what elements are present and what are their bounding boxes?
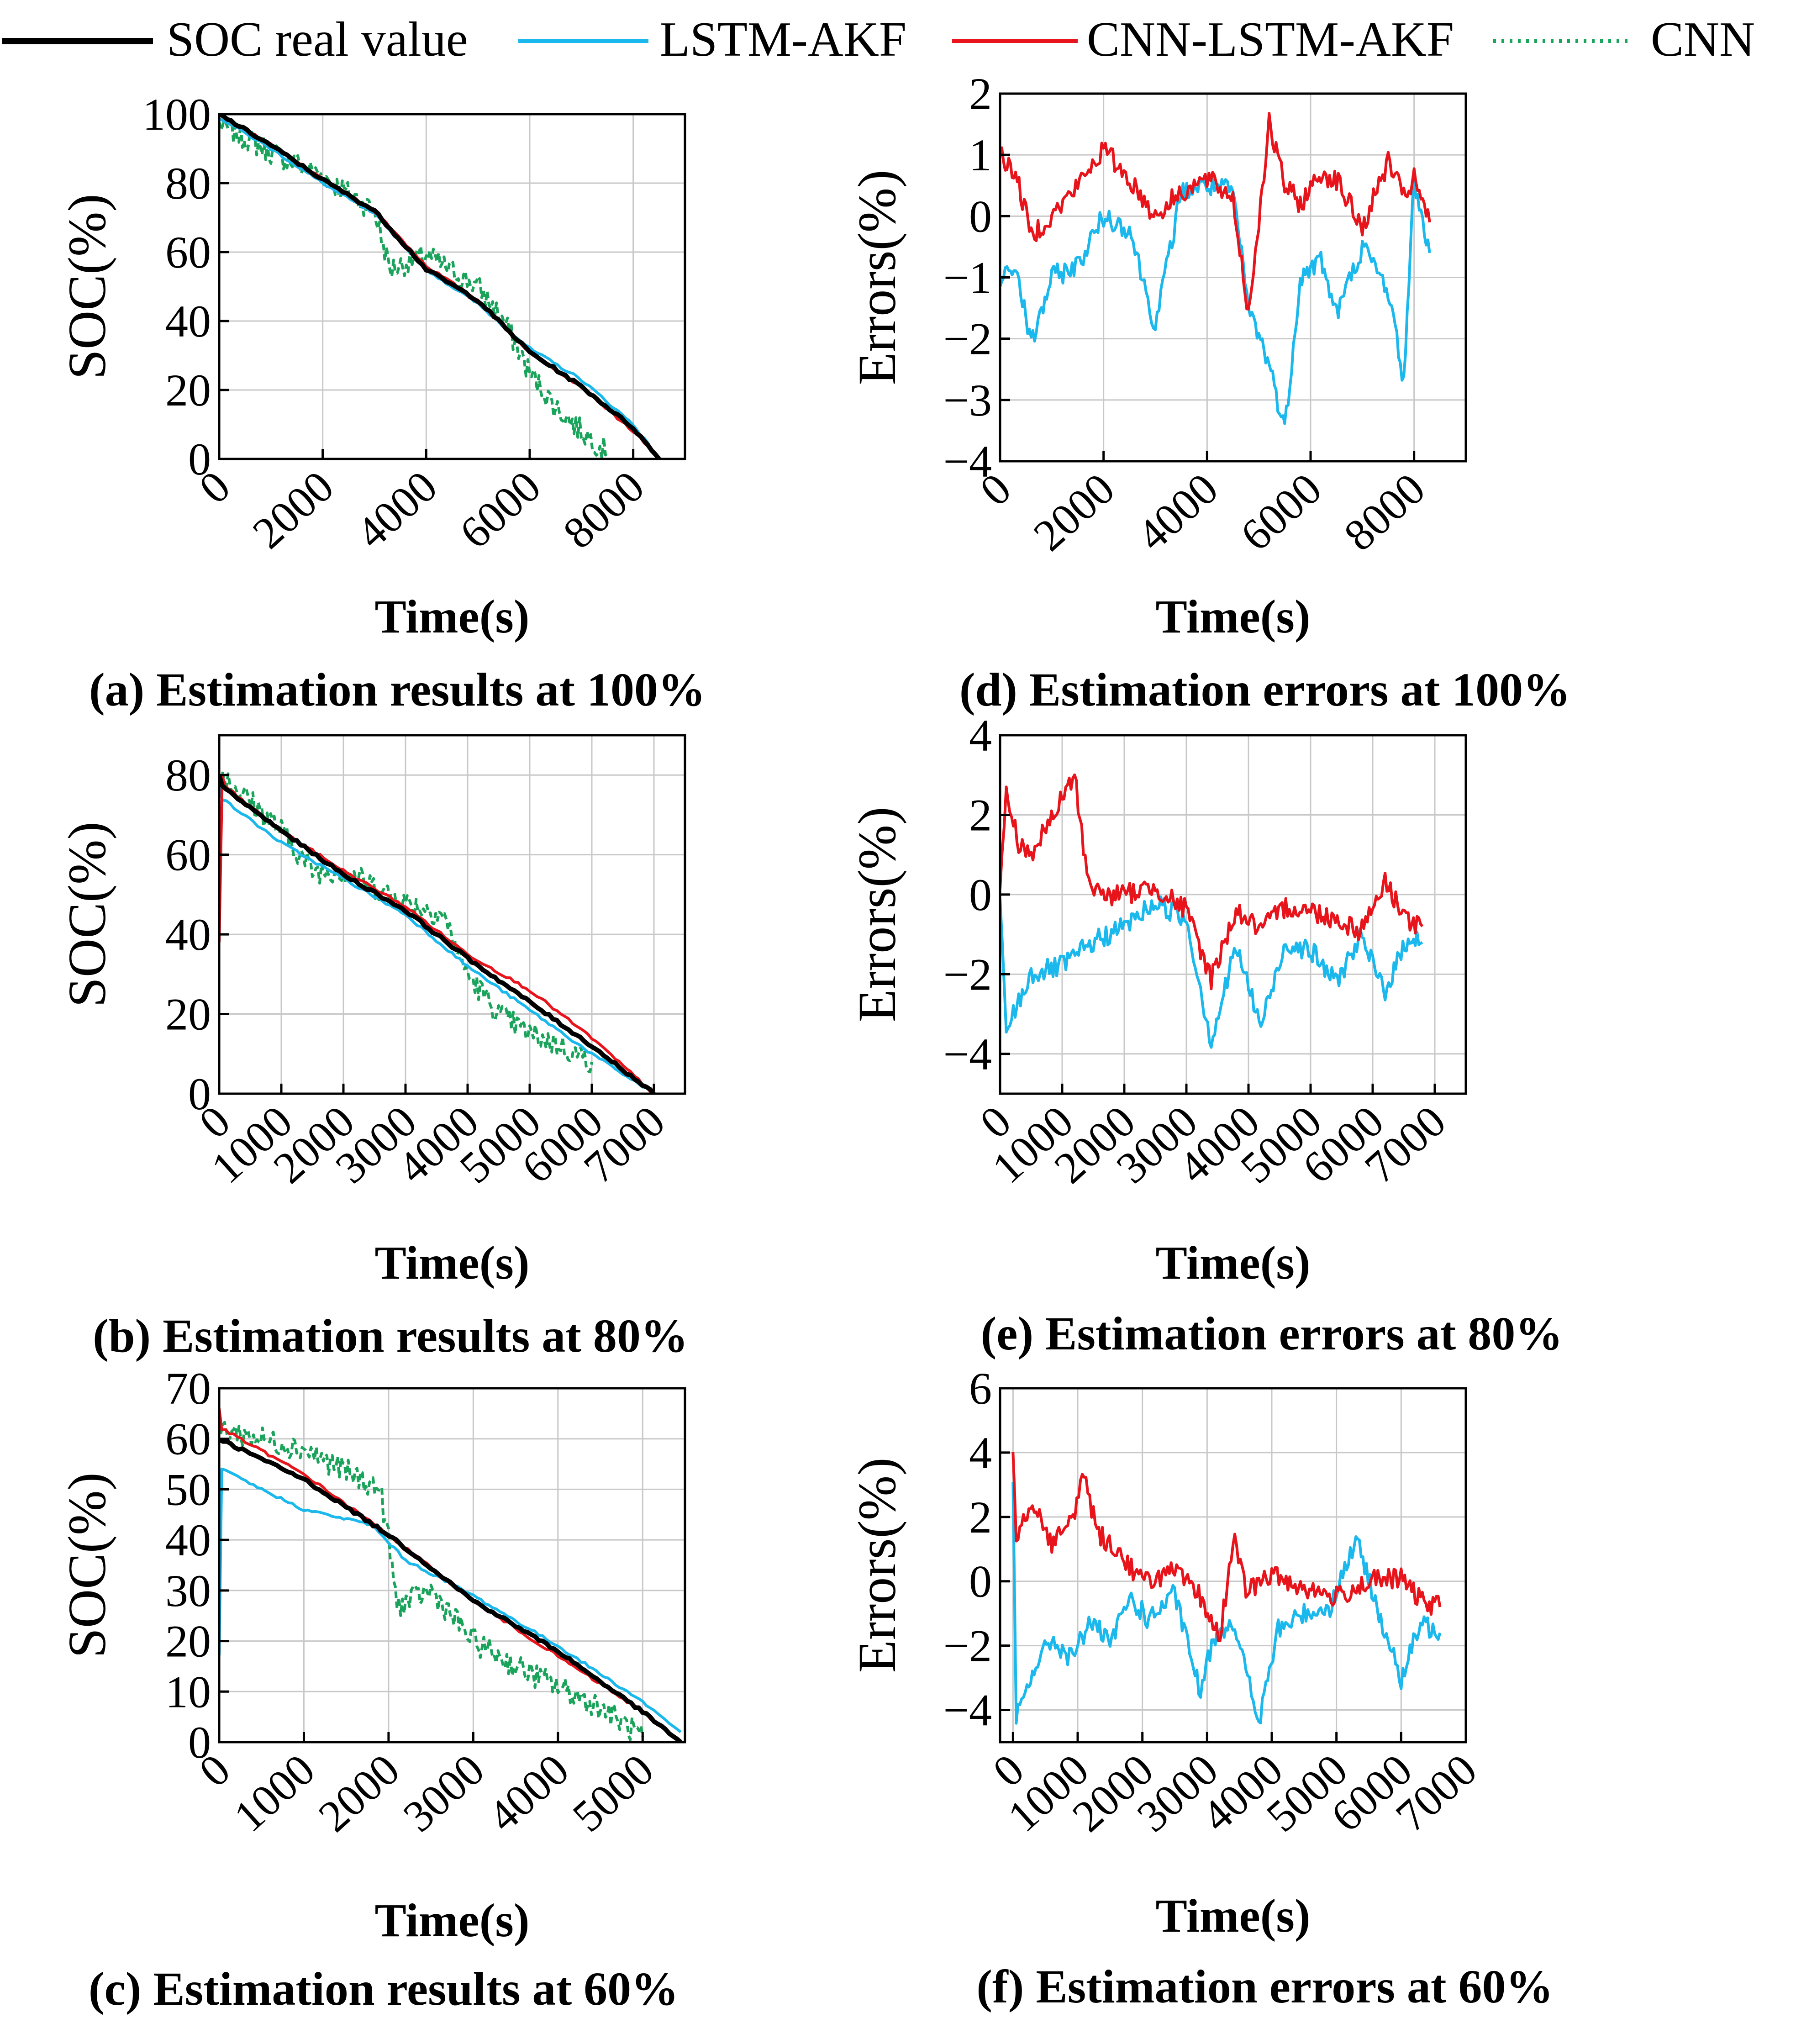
- y-tick-label: 30: [165, 1565, 211, 1616]
- y-tick-label: −4: [943, 1029, 992, 1080]
- plot-frame: [218, 734, 686, 1095]
- series-line-lstm-akf: [219, 783, 655, 1094]
- y-tick-label: 60: [165, 227, 211, 278]
- plot-frame: [999, 734, 1467, 1095]
- x-axis-label: Time(s): [1156, 1237, 1311, 1289]
- y-tick-label: 40: [165, 296, 211, 347]
- x-axis-label: Time(s): [375, 590, 530, 643]
- x-axis-label: Time(s): [375, 1894, 530, 1947]
- legend-label-soc-real: SOC real value: [167, 12, 468, 67]
- y-tick-label: 0: [188, 1069, 211, 1119]
- y-tick-label: −1: [943, 253, 992, 303]
- x-axis-label: Time(s): [375, 1237, 530, 1289]
- panel-a-caption: (a) Estimation results at 100%: [89, 664, 706, 716]
- y-axis-label: Errors(%): [847, 1458, 907, 1673]
- y-tick-label: −4: [943, 1685, 992, 1736]
- series-line-lstm-akf: [1000, 895, 1423, 1049]
- x-axis-label: Time(s): [1156, 1890, 1311, 1942]
- y-tick-label: 70: [165, 1363, 211, 1414]
- y-tick-label: 2: [969, 790, 992, 840]
- y-axis-label: Errors(%): [847, 807, 907, 1022]
- y-tick-label: −2: [943, 1621, 992, 1671]
- series-line-cnn: [219, 114, 609, 459]
- y-tick-label: 20: [165, 1616, 211, 1667]
- y-tick-label: 80: [165, 158, 211, 209]
- y-axis-label: Errors(%): [847, 170, 907, 385]
- legend: SOC real value LSTM-AKF CNN-LSTM-AKF CNN: [2, 12, 1755, 67]
- y-tick-label: 60: [165, 1414, 211, 1465]
- series-line-soc-real-value: [219, 114, 661, 459]
- y-tick-label: 4: [969, 1428, 992, 1478]
- legend-label-lstm-akf: LSTM-AKF: [660, 12, 906, 67]
- y-tick-label: 0: [969, 869, 992, 920]
- y-tick-label: 0: [188, 1717, 211, 1768]
- series-line-cnn-lstm-akf: [1011, 1452, 1442, 1643]
- y-tick-label: 50: [165, 1464, 211, 1515]
- series-line-cnn-lstm-akf: [1000, 773, 1424, 990]
- y-axis-label: SOC(%): [57, 822, 117, 1007]
- panel-b-caption: (b) Estimation results at 80%: [93, 1310, 688, 1362]
- y-axis-label: SOC(%): [57, 194, 117, 379]
- y-tick-label: 6: [969, 1363, 992, 1414]
- legend-label-cnn: CNN: [1651, 12, 1755, 67]
- panel-e-caption: (e) Estimation errors at 80%: [981, 1307, 1563, 1360]
- series-line-cnn: [219, 771, 593, 1074]
- series-line-cnn-lstm-akf: [1000, 112, 1431, 311]
- legend-item-cnn: CNN: [1493, 12, 1755, 67]
- plot-frame: [218, 113, 686, 460]
- y-tick-label: 20: [165, 365, 211, 416]
- y-tick-label: −2: [943, 949, 992, 1000]
- series-line-lstm-akf: [1000, 169, 1431, 425]
- legend-label-cnn-lstm-akf: CNN-LSTM-AKF: [1087, 12, 1454, 67]
- y-tick-label: 0: [969, 1556, 992, 1607]
- series-line-soc-real-value: [219, 774, 656, 1094]
- y-tick-label: 60: [165, 830, 211, 880]
- panel-f-caption: (f) Estimation errors at 60%: [976, 1960, 1553, 2013]
- y-tick-label: 1: [969, 130, 992, 180]
- y-tick-label: 2: [969, 68, 992, 119]
- y-tick-label: −2: [943, 314, 992, 364]
- y-tick-label: 20: [165, 989, 211, 1040]
- y-tick-label: 2: [969, 1492, 992, 1543]
- y-tick-label: −4: [943, 436, 992, 487]
- y-tick-label: 0: [188, 434, 211, 485]
- y-tick-label: 4: [969, 710, 992, 761]
- plot-frame: [999, 1387, 1467, 1744]
- series-line-soc-real-value: [219, 1438, 682, 1742]
- y-tick-label: 80: [165, 750, 211, 801]
- panel-d-caption: (d) Estimation errors at 100%: [959, 664, 1570, 716]
- panel-f-errors-60: (f) Estimation errors at 60% −4−20246010…: [847, 1363, 1554, 2013]
- panel-c-caption: (c) Estimation results at 60%: [89, 1963, 679, 2015]
- y-tick-label: 0: [969, 191, 992, 242]
- y-tick-label: −3: [943, 375, 992, 426]
- panel-b-results-80: (b) Estimation results at 80% 0204060800…: [57, 734, 688, 1362]
- y-tick-label: 40: [165, 909, 211, 960]
- legend-item-cnn-lstm-akf: CNN-LSTM-AKF: [952, 12, 1454, 67]
- y-tick-label: 10: [165, 1666, 211, 1717]
- plot-frame: [218, 1387, 686, 1744]
- y-axis-label: SOC(%): [57, 1472, 117, 1658]
- y-tick-label: 100: [142, 89, 211, 140]
- series-line-cnn: [219, 1421, 644, 1741]
- legend-item-lstm-akf: LSTM-AKF: [518, 12, 906, 67]
- series-line-lstm-akf: [1011, 1482, 1442, 1725]
- x-axis-label: Time(s): [1156, 590, 1311, 643]
- y-tick-label: 40: [165, 1515, 211, 1565]
- legend-item-soc-real: SOC real value: [2, 12, 468, 67]
